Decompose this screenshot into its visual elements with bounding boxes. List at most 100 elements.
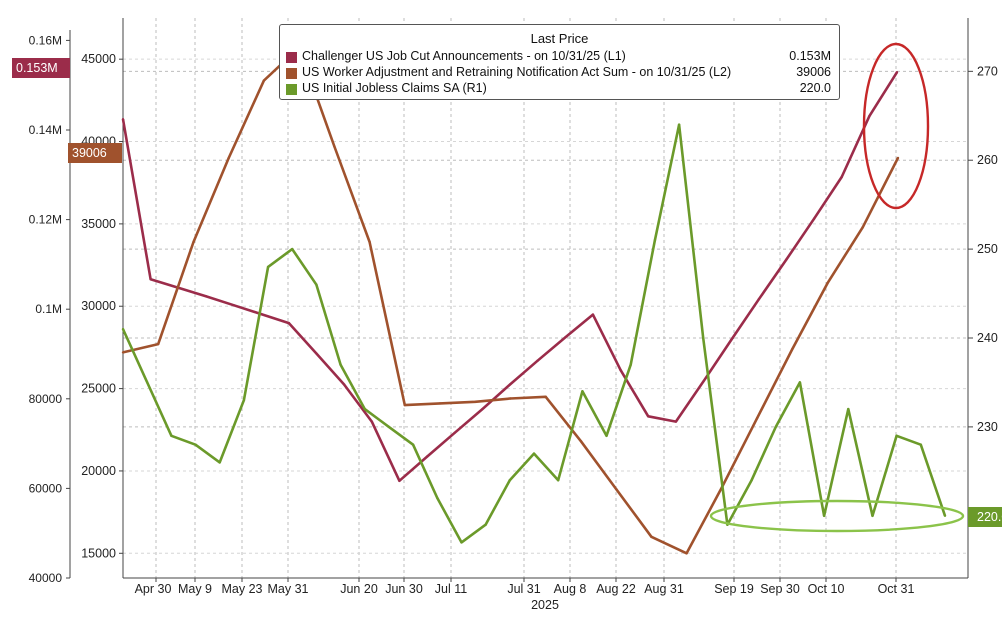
series-point-r1 bbox=[508, 479, 511, 482]
series-point-r1 bbox=[170, 434, 173, 437]
series-point-l1 bbox=[702, 380, 705, 383]
x-tick-label: Oct 10 bbox=[808, 582, 845, 596]
x-tick-label: May 23 bbox=[222, 582, 263, 596]
series-point-l1 bbox=[398, 479, 401, 482]
series-point-l1 bbox=[812, 217, 816, 220]
series-point-r1 bbox=[822, 514, 826, 517]
series-point-r1 bbox=[847, 407, 850, 411]
legend-value-r1: 220.0 bbox=[799, 81, 831, 95]
legend-value-l1: 0.153M bbox=[789, 49, 831, 63]
series-point-r1 bbox=[436, 496, 439, 500]
series-point-r1 bbox=[291, 247, 294, 251]
x-tick-label: Aug 22 bbox=[596, 582, 636, 596]
series-point-r1 bbox=[629, 363, 632, 366]
series-point-l2 bbox=[157, 342, 160, 346]
series-point-r1 bbox=[677, 123, 681, 126]
series-point-r1 bbox=[943, 514, 947, 517]
series-point-l1 bbox=[453, 431, 456, 434]
x-tick-label: Apr 30 bbox=[135, 582, 172, 596]
legend-swatch-l1 bbox=[286, 52, 297, 63]
series-point-r1 bbox=[460, 541, 463, 544]
series-point-l2 bbox=[438, 402, 442, 405]
legend-swatch-l2 bbox=[286, 68, 297, 79]
series-point-r1 bbox=[532, 452, 536, 455]
r1-tick-label: 240 bbox=[977, 331, 998, 345]
r1-tick-label: 230 bbox=[977, 420, 998, 434]
series-point-r1 bbox=[484, 523, 487, 526]
l1-tick-label: 40000 bbox=[29, 571, 63, 585]
series-point-l2 bbox=[121, 351, 125, 354]
legend-title: Last Price bbox=[530, 31, 589, 46]
last-value-label-l2: 39006 bbox=[68, 143, 122, 163]
series-point-r1 bbox=[750, 479, 753, 482]
highlight-ellipse-green bbox=[709, 499, 965, 533]
series-point-r1 bbox=[339, 363, 342, 366]
series-point-l1 bbox=[619, 368, 622, 372]
series-point-r1 bbox=[774, 425, 777, 429]
legend-row-l1: Challenger US Job Cut Announcements - on… bbox=[286, 49, 831, 65]
series-point-l2 bbox=[791, 347, 794, 351]
last-value-label-r1: 220.0 bbox=[968, 507, 1002, 527]
r1-tick-label: 260 bbox=[977, 153, 998, 167]
x-tick-label: May 9 bbox=[178, 582, 212, 596]
series-point-l2 bbox=[896, 156, 900, 160]
x-tick-label: Jun 20 bbox=[340, 582, 378, 596]
right-axis-r1: 270 260 250 240 230 bbox=[968, 64, 998, 434]
series-point-r1 bbox=[146, 381, 149, 384]
x-tick-label: Oct 31 bbox=[878, 582, 915, 596]
series-point-l2 bbox=[192, 240, 195, 244]
series-point-r1 bbox=[387, 425, 391, 429]
l1-tick-label: 60000 bbox=[29, 481, 63, 495]
x-tick-label: Aug 31 bbox=[644, 582, 684, 596]
x-tick-label: Sep 19 bbox=[714, 582, 754, 596]
series-point-l2 bbox=[650, 535, 653, 538]
series-point-l1 bbox=[425, 455, 429, 458]
series-line-l2 bbox=[122, 46, 900, 555]
series-point-l1 bbox=[315, 352, 318, 355]
series-point-l2 bbox=[368, 240, 371, 244]
l2-tick-label: 15000 bbox=[81, 546, 116, 560]
legend-value-l2: 39006 bbox=[796, 65, 831, 79]
left-axis-l1: 0.16M 0.14M 0.12M 0.1M 80000 60000 40000 bbox=[29, 30, 71, 585]
legend-name-l1: Challenger US Job Cut Announcements - on… bbox=[302, 49, 626, 63]
x-axis: Apr 30 May 9 May 23 May 31 Jun 20 Jun 30 Jul 1… bbox=[135, 578, 915, 612]
annotations bbox=[709, 42, 965, 533]
legend-row-l2: US Worker Adjustment and Retraining Noti… bbox=[286, 65, 831, 81]
series-point-r1 bbox=[363, 407, 366, 411]
series-point-l1 bbox=[508, 383, 512, 386]
series-point-l2 bbox=[615, 487, 618, 491]
series-point-r1 bbox=[895, 434, 898, 437]
series-point-r1 bbox=[581, 390, 584, 393]
series-point-r1 bbox=[557, 479, 560, 482]
series-point-l2 bbox=[227, 156, 230, 160]
r1-tick-label: 250 bbox=[977, 242, 998, 256]
series-point-l1 bbox=[840, 175, 843, 179]
series-point-l1 bbox=[342, 383, 346, 386]
series-point-l1 bbox=[674, 420, 678, 423]
l1-tick-label: 80000 bbox=[29, 392, 63, 406]
series-point-l1 bbox=[287, 321, 291, 325]
series-point-l1 bbox=[868, 114, 871, 118]
series-point-l2 bbox=[262, 79, 266, 82]
r1-tick-label: 270 bbox=[977, 64, 998, 78]
x-tick-label: Aug 8 bbox=[554, 582, 587, 596]
series-point-l2 bbox=[544, 395, 547, 398]
series-point-l2 bbox=[579, 440, 583, 443]
l2-tick-label: 45000 bbox=[81, 52, 116, 66]
series-point-l1 bbox=[591, 313, 595, 316]
series-point-l1 bbox=[232, 304, 235, 307]
x-tick-label: Jun 30 bbox=[385, 582, 423, 596]
series-point-r1 bbox=[702, 336, 705, 340]
series-point-l1 bbox=[149, 278, 152, 281]
series-point-l2 bbox=[403, 403, 406, 407]
series-line-r1 bbox=[121, 123, 947, 544]
l1-tick-label: 0.16M bbox=[29, 33, 62, 47]
series bbox=[121, 46, 947, 555]
l2-tick-label: 30000 bbox=[81, 299, 116, 313]
l1-tick-label: 0.1M bbox=[35, 302, 62, 316]
x-tick-label: Sep 30 bbox=[760, 582, 800, 596]
highlight-ellipse-red bbox=[862, 42, 930, 210]
series-point-l2 bbox=[861, 226, 864, 229]
series-point-r1 bbox=[798, 381, 802, 384]
